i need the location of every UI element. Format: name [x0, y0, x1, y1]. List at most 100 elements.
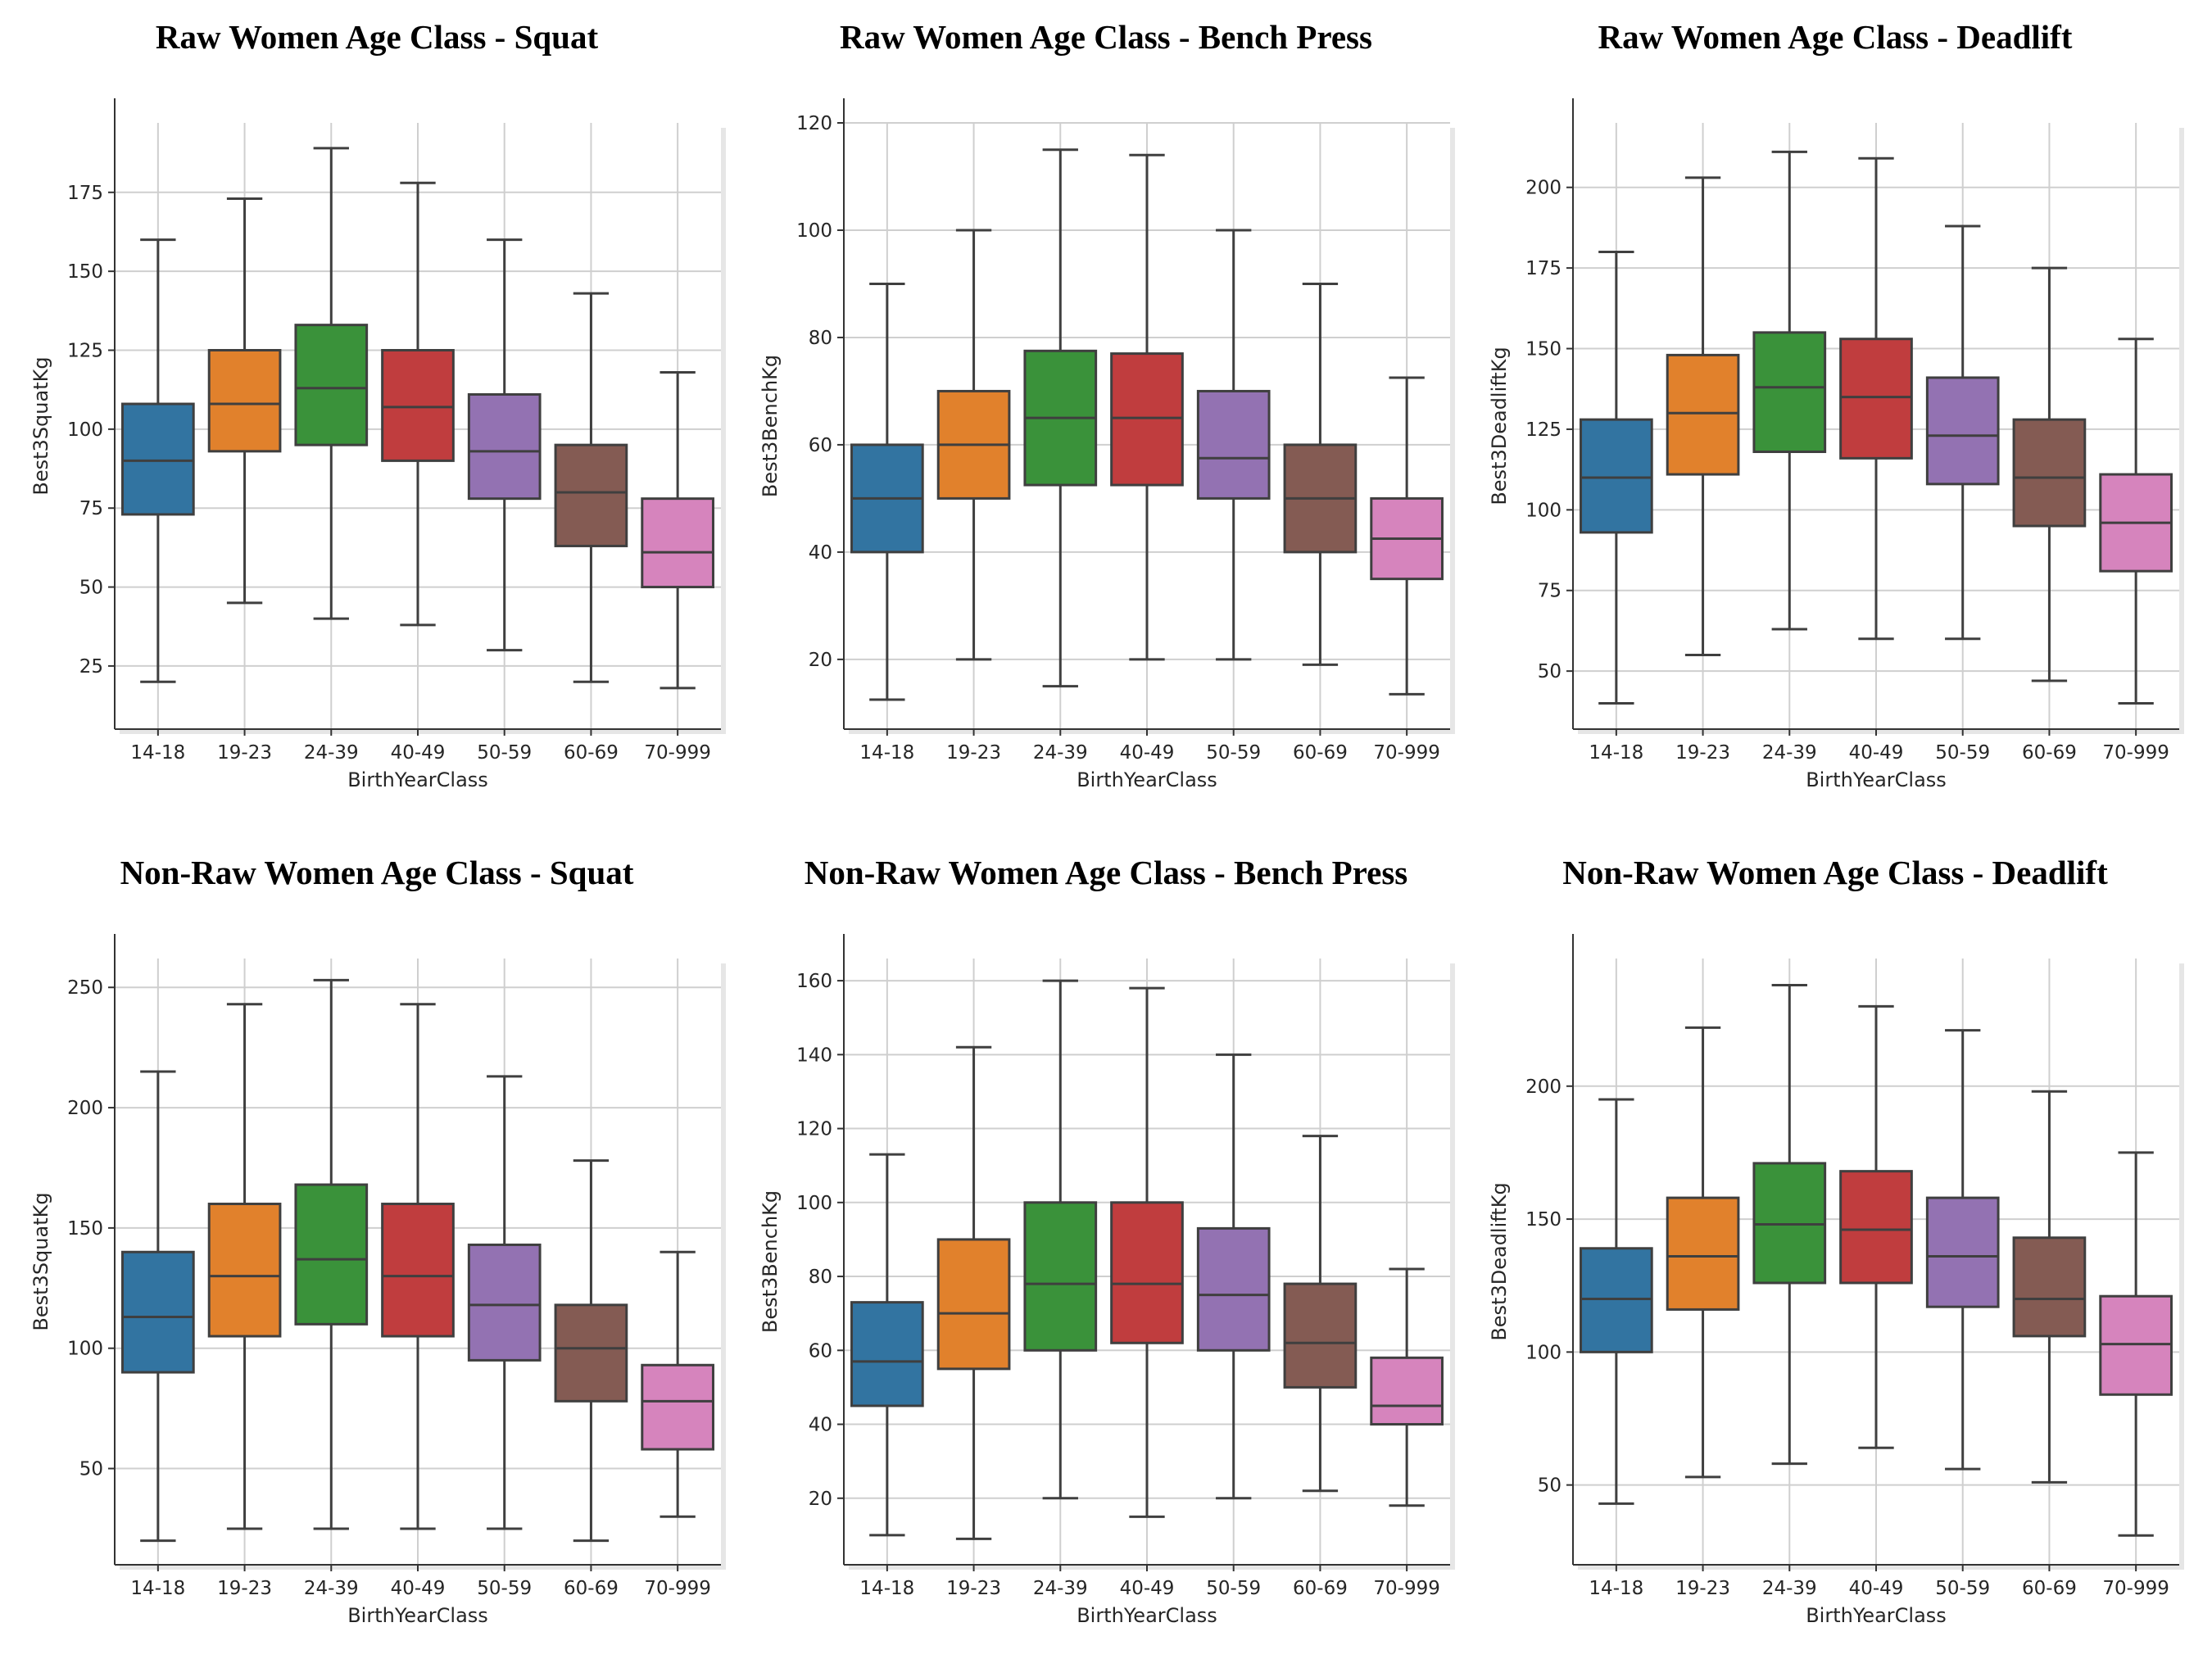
box-iqr: [1839, 338, 1913, 460]
x-tick-label: 60-69: [2022, 742, 2077, 764]
box-70-999: [2099, 1151, 2173, 1537]
box-24-39: [294, 147, 369, 620]
chart-raw-squat: 25 50 75 100 125 150 175 14-18 19-23 24-39 40-49 50…: [29, 98, 726, 791]
y-axis-label: Best3SquatKg: [29, 1192, 52, 1330]
y-tick-label: 150: [1525, 1209, 1562, 1231]
y-tick-label: 100: [1525, 1342, 1562, 1363]
x-tick-label: 14-18: [130, 1578, 185, 1599]
box-40-49: [1110, 986, 1184, 1518]
panel-nonraw-squat: Non-Raw Women Age Class - Squat 50 100 150…: [16, 844, 737, 1663]
y-axis-label: Best3DeadliftKg: [1488, 1182, 1511, 1340]
box-iqr: [381, 1203, 455, 1338]
box-14-18: [1580, 1098, 1653, 1505]
x-tick-label: 40-49: [1120, 1578, 1175, 1599]
box-iqr: [1752, 1162, 1827, 1285]
panel-nonraw-bench: Non-Raw Women Age Class - Bench Press 20…: [746, 844, 1466, 1663]
panel-raw-squat: Raw Women Age Class - Squat 25 50 75 100 125…: [16, 8, 737, 827]
x-tick-label: 14-18: [1589, 1578, 1643, 1599]
box-19-23: [936, 229, 1011, 661]
x-tick-label: 70-999: [1373, 1578, 1439, 1599]
y-tick-label: 125: [1525, 419, 1562, 441]
y-tick-label: 80: [809, 328, 832, 349]
box-iqr: [554, 1303, 628, 1403]
x-tick-label: 24-39: [1762, 1578, 1817, 1599]
box-iqr: [467, 1243, 542, 1362]
box-iqr: [936, 1238, 1011, 1371]
x-tick-label: 40-49: [1849, 742, 1904, 764]
x-tick-label: 19-23: [946, 742, 1001, 764]
box-60-69: [2012, 1090, 2087, 1484]
x-axis-label: BirthYearClass: [1077, 1604, 1217, 1627]
x-tick-label: 14-18: [859, 742, 914, 764]
panel-raw-bench: Raw Women Age Class - Bench Press 20 40 60…: [746, 8, 1466, 827]
box-iqr: [467, 392, 542, 501]
y-tick-label: 40: [809, 1415, 832, 1436]
x-axis-label: BirthYearClass: [1806, 768, 1947, 791]
y-tick-label: 50: [1538, 661, 1562, 682]
y-tick-label: 50: [1538, 1475, 1562, 1497]
box-iqr: [1925, 376, 2000, 486]
box-40-49: [1110, 153, 1184, 661]
box-iqr: [1925, 1196, 2000, 1308]
box-24-39: [1023, 979, 1098, 1500]
y-tick-label: 120: [796, 113, 832, 134]
box-14-18: [121, 1070, 195, 1543]
y-tick-label: 150: [67, 261, 103, 283]
x-tick-label: 19-23: [1675, 1578, 1730, 1599]
y-tick-label: 20: [809, 650, 832, 671]
y-tick-label: 100: [1525, 500, 1562, 521]
box-70-999: [641, 370, 714, 690]
box-iqr: [294, 324, 369, 446]
chart-title: Raw Women Age Class - Deadlift: [1598, 18, 2073, 56]
box-iqr: [1839, 1170, 1913, 1285]
x-tick-label: 19-23: [217, 1578, 272, 1599]
box-14-18: [1580, 250, 1653, 705]
box-iqr: [381, 349, 455, 462]
box-iqr: [1283, 1282, 1358, 1389]
y-tick-label: 60: [809, 1340, 832, 1362]
chart-title: Raw Women Age Class - Squat: [155, 18, 599, 56]
x-axis-label: BirthYearClass: [347, 768, 488, 791]
y-axis-label: Best3BenchKg: [759, 355, 782, 497]
y-tick-label: 140: [796, 1045, 832, 1066]
x-tick-label: 70-999: [2102, 1578, 2169, 1599]
y-tick-label: 150: [1525, 339, 1562, 360]
box-iqr: [1580, 418, 1653, 534]
box-iqr: [121, 402, 195, 516]
box-iqr: [850, 1301, 924, 1407]
box-19-23: [936, 1045, 1011, 1540]
box-iqr: [1752, 331, 1827, 453]
x-tick-label: 60-69: [564, 1578, 619, 1599]
box-60-69: [1283, 282, 1358, 666]
box-40-49: [1839, 156, 1913, 641]
y-tick-label: 125: [67, 341, 103, 362]
box-iqr: [2099, 1294, 2173, 1396]
x-tick-label: 60-69: [2022, 1578, 2077, 1599]
x-tick-label: 24-39: [1033, 1578, 1088, 1599]
x-tick-label: 50-59: [1206, 1578, 1261, 1599]
y-tick-label: 50: [79, 578, 103, 599]
box-iqr: [554, 443, 628, 547]
x-tick-label: 19-23: [1675, 742, 1730, 764]
box-iqr: [641, 497, 714, 589]
box-24-39: [1023, 148, 1098, 688]
y-tick-label: 250: [67, 977, 103, 999]
box-iqr: [1580, 1247, 1653, 1353]
box-iqr: [1110, 1201, 1184, 1344]
box-14-18: [850, 282, 924, 701]
panel-raw-deadlift: Raw Women Age Class - Deadlift 50 75 100 12…: [1475, 8, 2196, 827]
x-tick-label: 14-18: [859, 1578, 914, 1599]
chart-nonraw-deadlift: 50 100 150 200 14-18 19-23 24-39 40-49 50-59 60-6…: [1488, 934, 2184, 1627]
x-tick-label: 70-999: [1373, 742, 1439, 764]
x-axis-label: BirthYearClass: [1077, 768, 1217, 791]
chart-title: Non-Raw Women Age Class - Squat: [120, 854, 634, 891]
chart-title: Raw Women Age Class - Bench Press: [840, 18, 1372, 56]
box-19-23: [1666, 176, 1740, 656]
y-tick-label: 160: [796, 971, 832, 992]
box-19-23: [207, 1003, 282, 1530]
y-tick-label: 100: [67, 419, 103, 441]
box-40-49: [1839, 1004, 1913, 1449]
box-iqr: [1023, 1201, 1098, 1352]
x-tick-label: 60-69: [564, 742, 619, 764]
box-60-69: [2012, 266, 2087, 682]
